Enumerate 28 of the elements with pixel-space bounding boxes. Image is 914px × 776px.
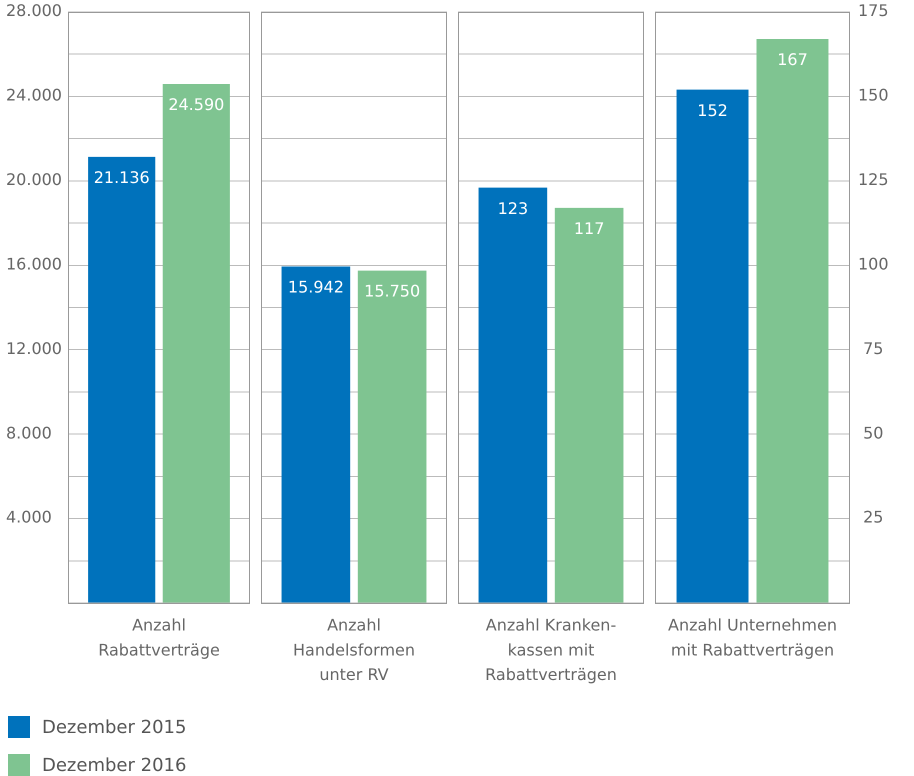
x-tick-label: Anzahl Kranken- kassen mit Rabattverträgen bbox=[485, 616, 617, 684]
y2-tick-label: 50 bbox=[863, 423, 884, 442]
data-label: 117 bbox=[574, 219, 604, 238]
y2-tick-label: 75 bbox=[863, 338, 884, 358]
data-label: 15.942 bbox=[288, 278, 344, 297]
y2-tick-label: 100 bbox=[858, 254, 889, 274]
y-tick-label: 12.000 bbox=[6, 338, 62, 358]
y-tick-label: 16.000 bbox=[6, 254, 62, 274]
y-tick-label: 4.000 bbox=[6, 508, 52, 527]
data-label: 21.136 bbox=[94, 168, 150, 188]
y2-tick-label: 25 bbox=[863, 508, 884, 527]
data-label: 123 bbox=[498, 198, 528, 218]
y-tick-label: 28.000 bbox=[6, 1, 62, 20]
x-tick-label: Anzahl Rabattverträge bbox=[98, 616, 220, 660]
y-tick-label: 8.000 bbox=[6, 423, 52, 442]
data-label: 167 bbox=[777, 50, 808, 70]
data-label: 24.590 bbox=[168, 95, 224, 114]
x-tick-label: Anzahl Handelsformen unter RV bbox=[292, 616, 416, 684]
legend-label: Dezember 2016 bbox=[42, 754, 186, 776]
y-tick-label: 20.000 bbox=[6, 170, 62, 190]
y2-tick-label: 175 bbox=[858, 1, 889, 20]
x-tick-label: Anzahl Unternehmen mit Rabattverträgen bbox=[668, 616, 837, 660]
y2-tick-label: 150 bbox=[858, 86, 889, 105]
y-tick-label: 24.000 bbox=[6, 86, 62, 105]
y2-tick-label: 125 bbox=[858, 170, 889, 190]
data-label: 152 bbox=[697, 100, 728, 120]
data-label: 15.750 bbox=[364, 282, 420, 301]
legend-label: Dezember 2015 bbox=[42, 716, 186, 738]
